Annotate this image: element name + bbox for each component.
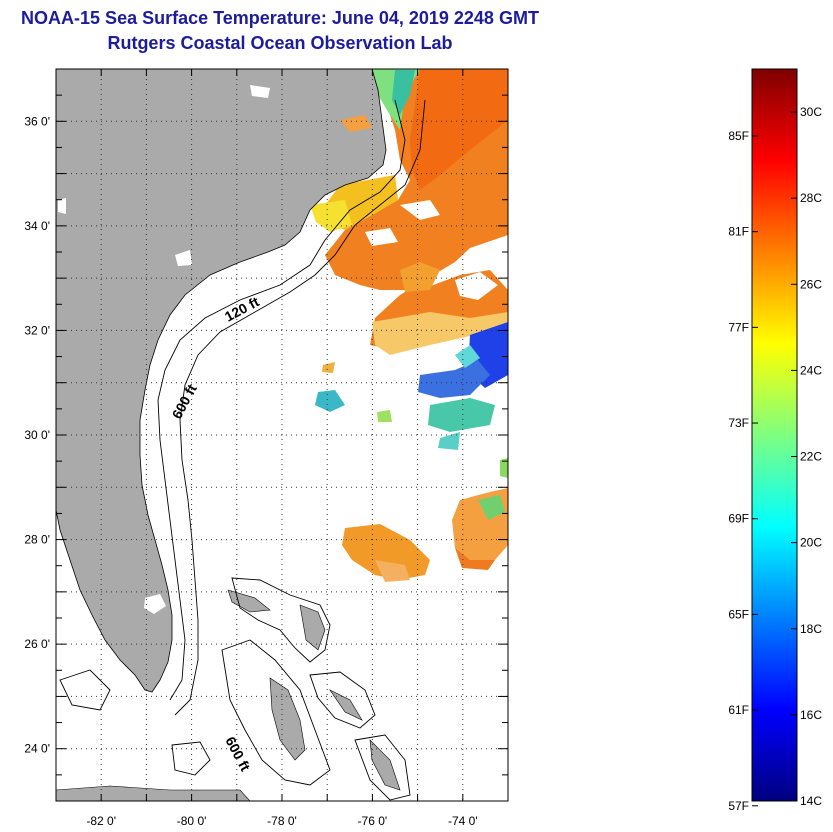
axis-ticks — [55, 68, 509, 802]
cuba — [56, 785, 251, 801]
us-mainland — [56, 69, 387, 693]
colorbar-label-fahrenheit: 77F — [728, 320, 749, 334]
lon-tick-label: -82 0' — [86, 814, 116, 828]
axis-labels: -82 0' -80 0' -78 0' -76 0' -74 0' 36 0' 34 0'… — [24, 114, 477, 828]
depth-contours — [59, 99, 426, 801]
colorbar-label-celsius: 26C — [800, 277, 822, 291]
lon-tick-label: -74 0' — [448, 814, 478, 828]
contour-120ft — [157, 99, 406, 701]
great-abaco — [299, 604, 326, 651]
colorbar-label-fahrenheit: 85F — [728, 129, 749, 143]
lake-okeechobee — [144, 594, 166, 614]
colorbar-label-celsius: 22C — [800, 450, 822, 464]
lat-tick-label: 34 0' — [24, 219, 50, 233]
colorbar — [751, 68, 798, 802]
colorbar-label-celsius: 20C — [800, 536, 822, 550]
eleuthera — [329, 689, 363, 721]
lat-tick-label: 24 0' — [24, 742, 50, 756]
colorbar-labels: 30C 28C 26C 24C 22C 20C 18C 16C 14C 85F 81F 77F 73F 6… — [728, 105, 822, 813]
graticule — [56, 69, 508, 801]
land-layer — [56, 69, 401, 801]
colorbar-label-celsius: 18C — [800, 622, 822, 636]
lon-tick-label: -76 0' — [358, 814, 388, 828]
lat-tick-label: 26 0' — [24, 637, 50, 651]
colorbar-ticks — [752, 111, 797, 807]
map-subtitle: Rutgers Coastal Ocean Observation Lab — [107, 33, 453, 53]
andros-island — [269, 677, 306, 761]
lat-tick-label: 32 0' — [24, 323, 50, 337]
lon-tick-label: -78 0' — [267, 814, 297, 828]
colorbar-label-celsius: 24C — [800, 363, 822, 377]
colorbar-label-fahrenheit: 69F — [728, 512, 749, 526]
lat-tick-label: 28 0' — [24, 533, 50, 547]
colorbar-label-celsius: 14C — [800, 794, 822, 808]
colorbar-label-fahrenheit: 57F — [728, 799, 749, 813]
colorbar-label-celsius: 28C — [800, 191, 822, 205]
lat-tick-label: 30 0' — [24, 428, 50, 442]
lat-tick-label: 36 0' — [24, 114, 50, 128]
map-title: NOAA-15 Sea Surface Temperature: June 04… — [21, 8, 539, 28]
sst-data-layer — [310, 69, 508, 582]
colorbar-label-fahrenheit: 61F — [728, 703, 749, 717]
colorbar-label-fahrenheit: 73F — [728, 416, 749, 430]
colorbar-label-celsius: 30C — [800, 105, 822, 119]
contour-600ft — [174, 99, 426, 716]
colorbar-label-fahrenheit: 65F — [728, 607, 749, 621]
lon-tick-label: -80 0' — [177, 814, 207, 828]
exuma-island — [369, 739, 401, 791]
colorbar-label-celsius: 16C — [800, 708, 822, 722]
colorbar-label-fahrenheit: 81F — [728, 225, 749, 239]
grand-bahama — [227, 589, 271, 613]
